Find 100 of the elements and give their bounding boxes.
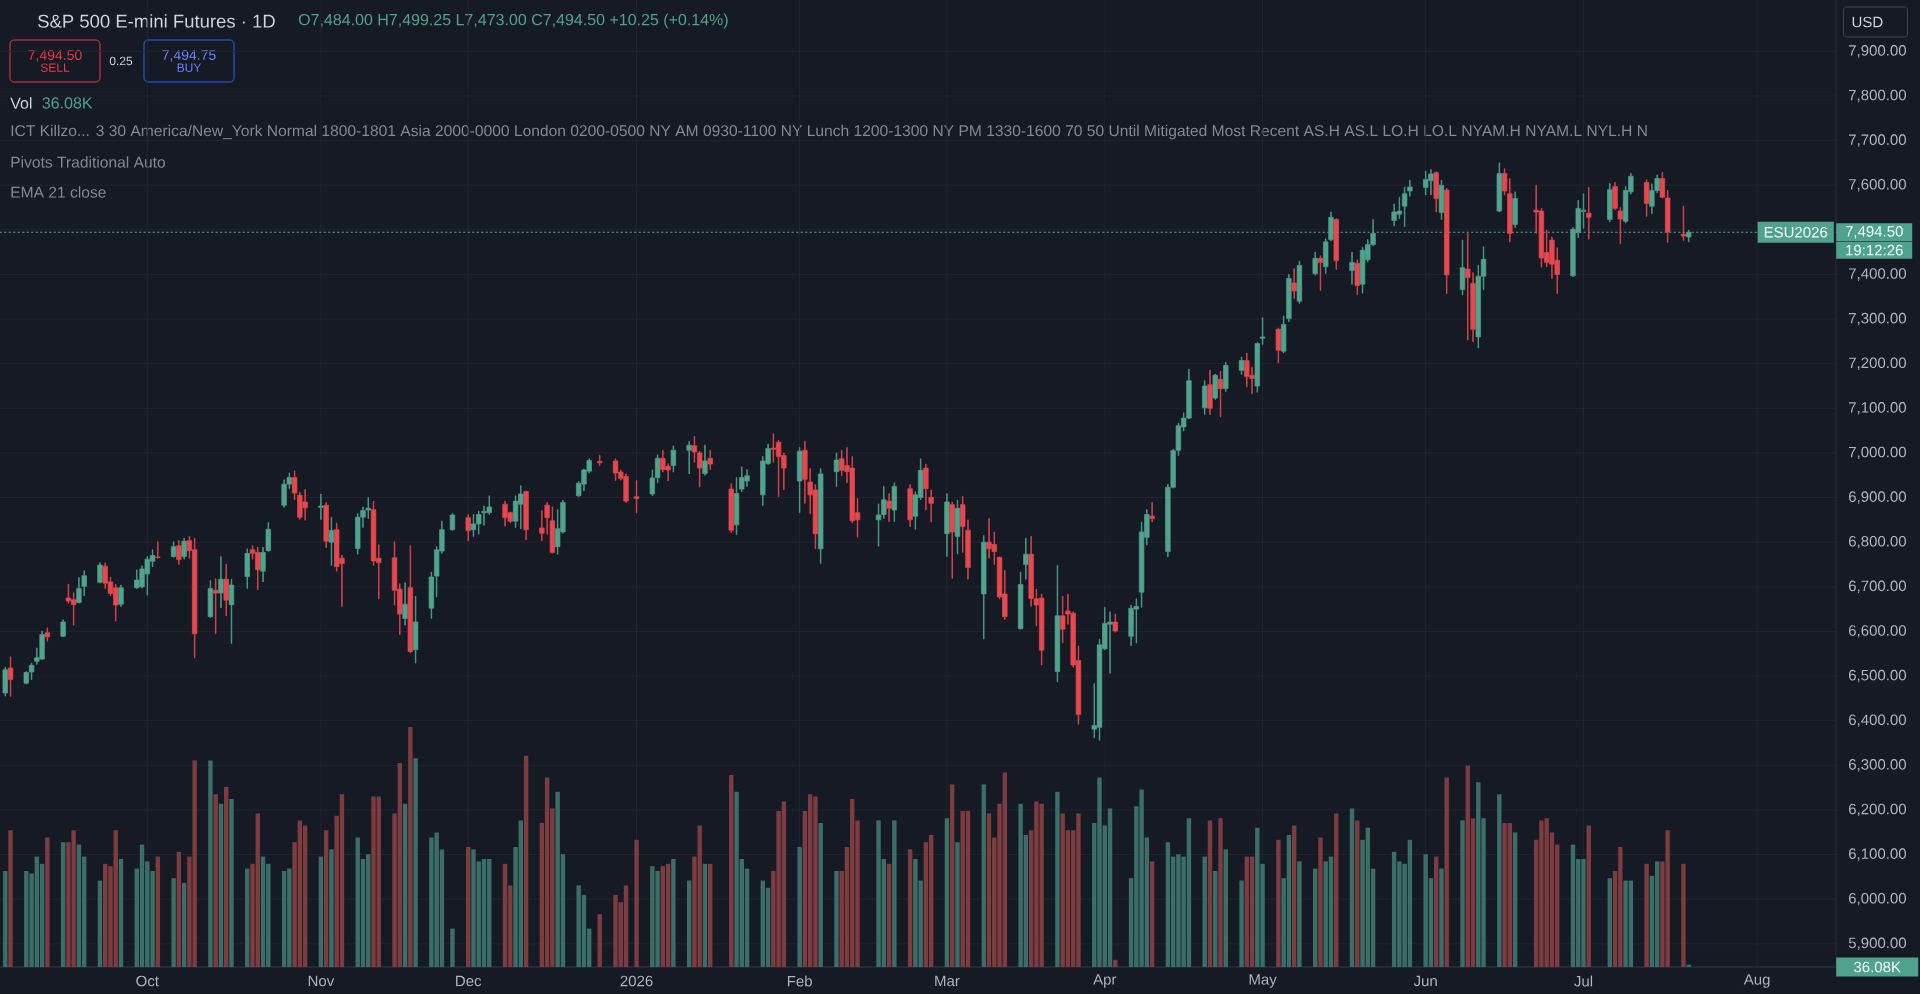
bar [466,847,471,967]
candlestick [1643,179,1650,217]
bar [1355,820,1360,967]
y-tick-label: 7,100.00 [1848,402,1907,415]
text: S&P 500 E-mini Futures · 1D [38,14,275,28]
y-tick-label: 7,000.00 [1848,446,1907,460]
bar [1334,813,1339,967]
y-tick-label: 6,800.00 [1848,535,1907,549]
y-tick-label: 7,600.00 [1848,178,1907,192]
x-tick-label: Feb [787,975,812,987]
x-tick-label: May [1249,974,1277,988]
bar [408,727,413,967]
bar [60,842,66,967]
candlestick [981,535,987,640]
bar [1202,856,1207,967]
bar [1328,856,1334,967]
y-tick-label: 6,400.00 [1848,714,1907,727]
x-tick-label: Nov [308,975,335,987]
bar [1276,839,1281,967]
bar [1055,791,1060,967]
candlestick [244,548,250,589]
text: 36.08K [1854,961,1901,973]
candlestick [118,584,124,607]
chart-title: Vol [10,97,32,109]
bar [329,849,334,967]
bar [955,842,960,967]
annotation: 7,494.75 [162,50,216,62]
y-tick-label: 6,200.00 [1848,803,1907,817]
bar [665,863,671,967]
x-tick-label: Aug [1743,974,1770,988]
candlestick [1607,183,1613,223]
candlestick [155,541,161,559]
bar [318,856,324,967]
x-tick-label: Jun [1413,975,1437,987]
candlestick [1017,571,1024,630]
y-tick-label: 6,600.00 [1848,625,1907,638]
annotation: 0.25 [109,56,133,66]
candlestick [1423,170,1429,196]
candlestick [44,627,50,642]
bar [413,758,418,967]
bar [1223,849,1228,967]
candlestick [1149,502,1155,523]
bar [208,760,213,967]
bar [1433,856,1439,967]
candlestick [1438,179,1445,220]
ref-line-label: ESU2026 [1764,226,1828,238]
candlestick [176,540,182,565]
candlestick [223,563,229,617]
bar [1460,820,1465,967]
text: 19:12:26 [1846,244,1903,256]
y-tick-label: 7,700.00 [1848,134,1907,147]
candlestick [833,452,840,487]
bar [797,847,802,967]
annotation: ICT Killzo... 3 30 America/New_York Normal 1800-1801 Asia 2000-0000 London 0200-0500 NY AM 0930-1100 NY Lunch 1200-1300 NY PM 1330-1600 70 50 Until Mitigated Most Recent AS.H AS.L LO.H LO.L NYAM.H NYAM.L NYL.H N [11,124,1647,140]
bar [1586,825,1591,967]
candlestick [318,493,324,520]
candlestick [597,454,603,466]
bar [671,859,676,967]
bar [1207,820,1213,967]
candlestick [1254,342,1260,393]
bar [1107,808,1113,967]
candlestick [449,513,456,531]
bar [623,885,629,967]
candlestick [412,595,419,664]
bar [1239,880,1244,967]
candlestick [1459,239,1466,296]
candlestick [1054,565,1061,683]
candlestick [1444,187,1450,294]
bar [481,859,487,967]
candlestick [954,499,961,555]
text: USD [1852,16,1883,28]
x-tick-label: 2026 [620,975,653,987]
annotation: Pivots Traditional Auto [11,156,166,168]
candlestick [523,490,529,541]
y-tick-label: 7,800.00 [1848,89,1907,103]
bar [1165,842,1171,967]
candlestick [1433,171,1439,213]
bar [702,863,708,967]
bar [8,830,13,967]
y-tick-label: 7,300.00 [1848,312,1907,326]
bar [1349,808,1355,967]
bar [1213,871,1218,967]
candlestick [886,493,892,522]
bar [1681,863,1686,967]
y-tick-label: 6,000.00 [1848,892,1907,906]
candlestick [949,501,955,579]
candlestick [1223,361,1229,393]
candlestick [1586,187,1592,240]
annotation: BUY [177,63,202,72]
y-tick-label: 7,900.00 [1848,45,1907,58]
bar [886,863,892,967]
bar [597,914,602,967]
bar [660,866,666,967]
candlestick [1238,356,1245,375]
annotation: EMA 21 close [11,186,106,198]
candlestick [1496,162,1502,213]
y-tick-label: 6,300.00 [1848,759,1907,772]
bar [523,755,529,967]
candlestick [1259,317,1266,345]
bar [1249,856,1255,967]
